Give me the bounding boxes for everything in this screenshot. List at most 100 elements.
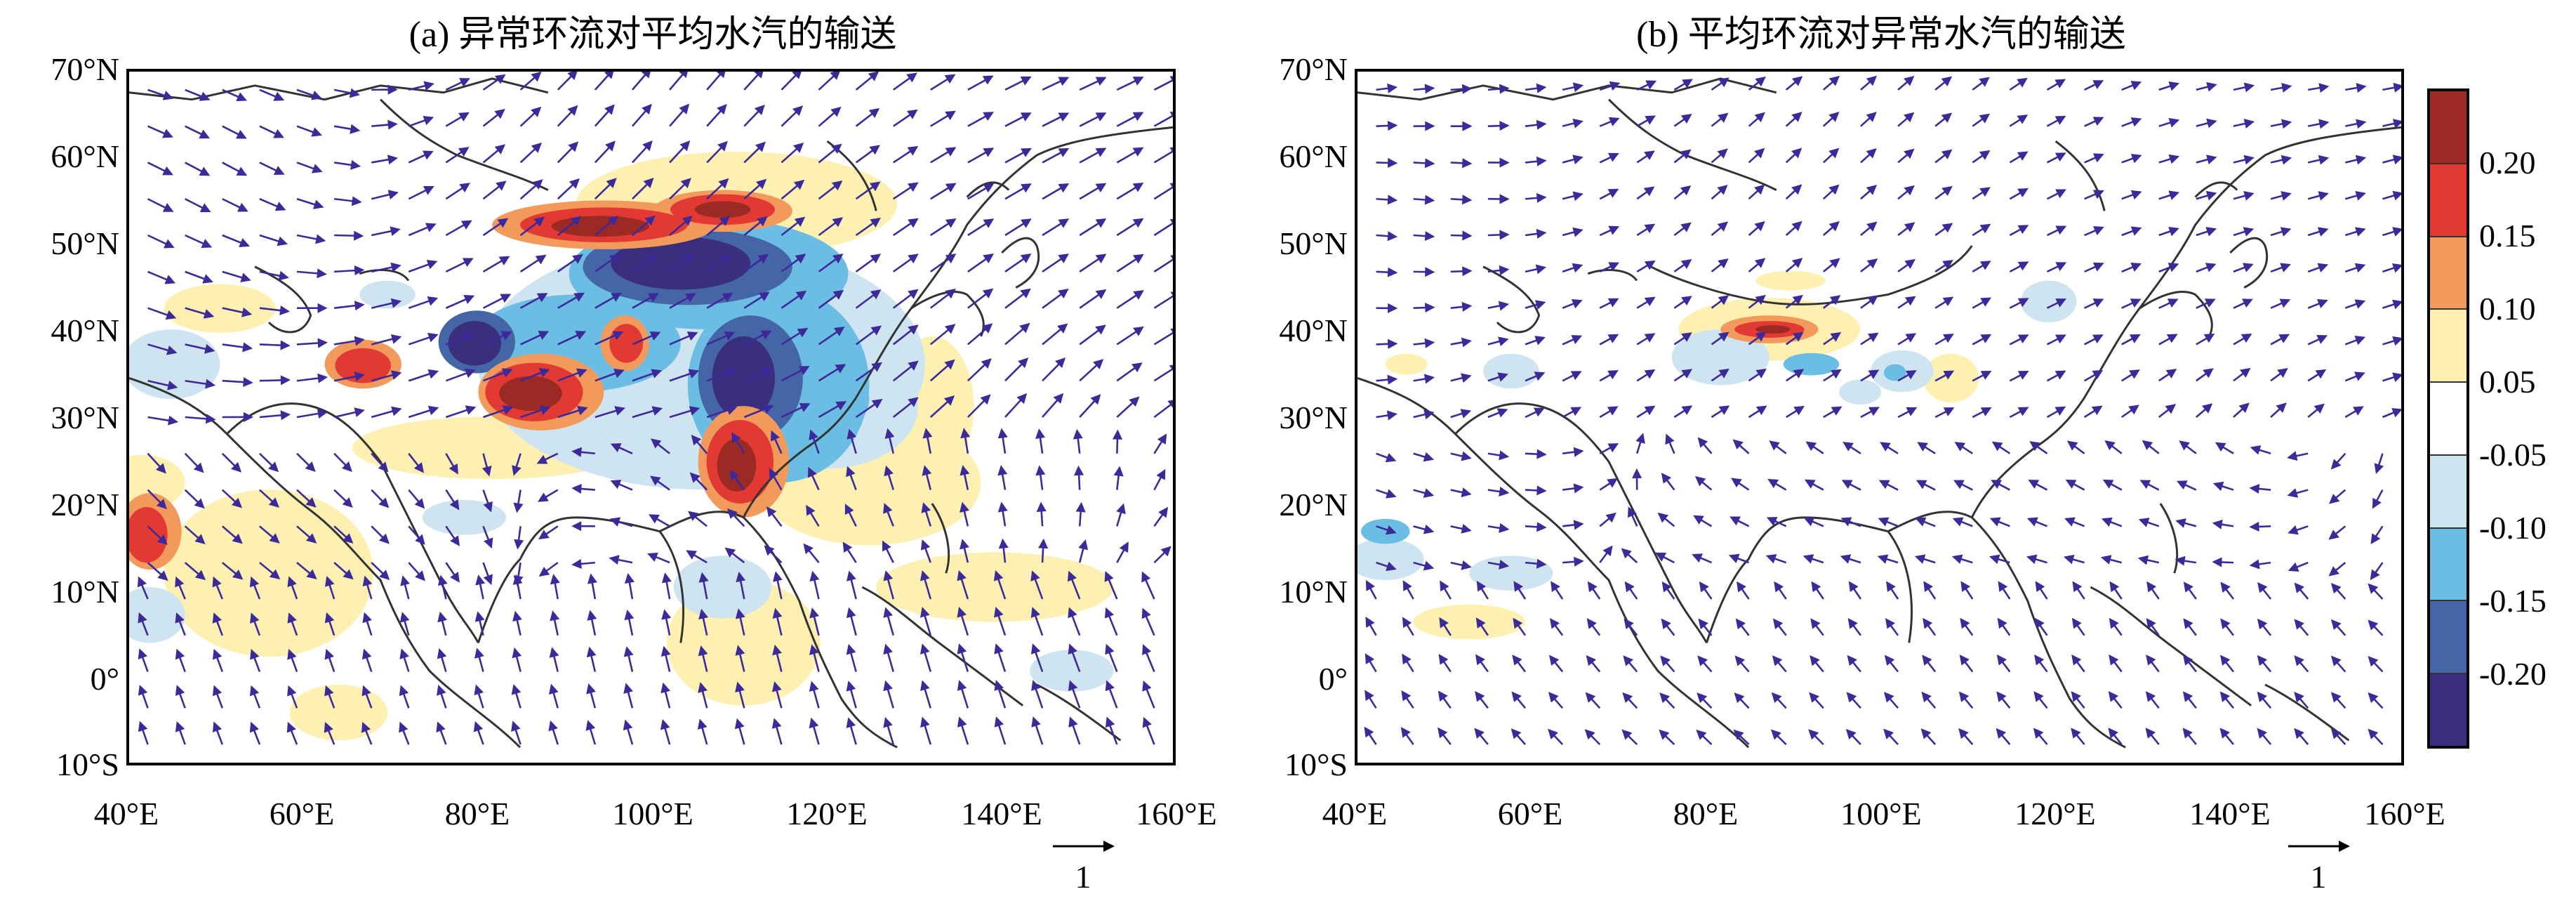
wind-vector-head xyxy=(1365,579,1375,591)
colorbar-label: -0.05 xyxy=(2479,437,2547,473)
wind-vector-head xyxy=(735,608,745,619)
panel-a-lat-label: 30°N xyxy=(51,400,119,435)
wind-vector-head xyxy=(2243,227,2255,237)
wind-vector-head xyxy=(1660,655,1671,666)
wind-vector-head xyxy=(2250,445,2262,455)
wind-vector-head xyxy=(1402,580,1412,591)
wind-vector-head xyxy=(2243,154,2255,165)
panel-b-lon-label: 140°E xyxy=(2189,796,2271,831)
wind-vector-head xyxy=(342,497,353,508)
wind-vector-head xyxy=(1402,653,1412,665)
wind-vector-head xyxy=(2071,728,2081,739)
wind-vector-head xyxy=(1916,480,1927,489)
wind-vector-head xyxy=(648,293,659,303)
wind-vector-head xyxy=(1906,407,1918,416)
wind-vector-head xyxy=(1438,654,1449,665)
wind-vector-head xyxy=(2294,582,2305,593)
wind-vector-head xyxy=(609,517,621,527)
wind-vector-head xyxy=(1717,148,1728,159)
wind-vector-head xyxy=(1680,259,1692,269)
wind-vector-head xyxy=(494,144,506,154)
wind-vector-head xyxy=(2182,728,2193,739)
wind-vector-head xyxy=(1476,580,1487,592)
wind-vector-head xyxy=(2243,263,2254,272)
wind-vector-head xyxy=(698,682,708,693)
wind-vector-head xyxy=(994,716,1004,728)
wind-vector-head xyxy=(2165,404,2177,414)
wind-vector-head xyxy=(1791,76,1803,86)
wind-vector-head xyxy=(1644,296,1656,307)
wind-vector-head xyxy=(1057,323,1068,334)
wind-vector-head xyxy=(2168,154,2180,164)
wind-vector-head xyxy=(138,721,148,732)
panel-b-reference-label: 1 xyxy=(2310,859,2327,895)
wind-vector-head xyxy=(623,683,633,694)
wind-vector-head xyxy=(1608,117,1620,126)
wind-vector-head xyxy=(1424,338,1435,348)
wind-vector-head xyxy=(569,178,580,189)
wind-vector-head xyxy=(1570,371,1582,381)
wind-vector-head xyxy=(623,646,634,657)
wind-vector-head xyxy=(567,72,578,81)
wind-vector-head xyxy=(1681,332,1692,342)
wind-vector-head xyxy=(249,685,260,697)
wind-vector-head xyxy=(1657,512,1669,523)
wind-vector-head xyxy=(792,143,804,153)
wind-vector-head xyxy=(2287,451,2298,461)
wind-vector-head xyxy=(1095,289,1107,299)
colorbar-segment xyxy=(2430,237,2467,310)
wind-vector-head xyxy=(484,537,493,549)
wind-vector-head xyxy=(2092,80,2104,89)
wind-vector-head xyxy=(1058,218,1070,228)
wind-vector-head xyxy=(2391,408,2401,418)
wind-vector-head xyxy=(2066,440,2078,451)
wind-vector-head xyxy=(809,570,820,582)
wind-vector-head xyxy=(2176,480,2188,490)
wind-vector-head xyxy=(1423,525,1435,534)
wind-vector-head xyxy=(354,371,365,382)
wind-vector-head xyxy=(1607,152,1619,162)
wind-vector-head xyxy=(1989,554,2000,565)
wind-vector-head xyxy=(361,648,372,660)
wind-vector-head xyxy=(1697,692,1708,704)
wind-vector-head xyxy=(2142,440,2153,450)
wind-vector-head xyxy=(1803,517,1815,527)
wind-vector-head xyxy=(2026,554,2038,565)
wind-vector-head xyxy=(1765,554,1777,564)
wind-vector-head xyxy=(138,685,148,696)
wind-vector-head xyxy=(2243,119,2255,129)
wind-vector-head xyxy=(1129,396,1140,407)
wind-vector-head xyxy=(994,607,1004,618)
wind-vector-head xyxy=(2257,618,2268,630)
wind-vector-head xyxy=(279,305,291,316)
wind-vector-head xyxy=(1697,437,1708,448)
wind-vector-head xyxy=(2368,583,2379,594)
wind-vector-head xyxy=(1791,184,1802,195)
wind-vector-head xyxy=(2183,581,2193,593)
wind-vector-head xyxy=(2279,298,2291,308)
wind-vector-head xyxy=(162,166,173,176)
wind-vector-head xyxy=(280,375,291,386)
wind-vector-head xyxy=(1998,581,2008,592)
wind-vector-head xyxy=(2092,334,2104,344)
wind-vector-head xyxy=(437,611,448,623)
wind-vector-head xyxy=(809,717,819,729)
wind-vector-head xyxy=(2168,226,2179,237)
panel-b-lat-label: 0° xyxy=(1318,661,1348,697)
wind-vector-head xyxy=(202,274,213,284)
wind-vector-head xyxy=(379,570,390,581)
wind-vector-head xyxy=(1499,121,1510,131)
wind-vector-head xyxy=(2109,617,2119,629)
wind-vector-head xyxy=(698,645,708,657)
wind-vector-head xyxy=(1424,231,1435,242)
wind-vector-head xyxy=(324,721,333,733)
wind-vector-head xyxy=(2054,370,2066,380)
wind-vector-head xyxy=(1883,692,1894,703)
wind-vector-head xyxy=(722,292,733,303)
wind-vector xyxy=(1153,402,1173,419)
wind-vector-head xyxy=(1587,581,1598,593)
wind-vector-head xyxy=(494,109,505,119)
wind-vector-head xyxy=(1536,485,1547,496)
wind-vector-head xyxy=(1131,362,1143,373)
wind-vector-head xyxy=(2146,581,2157,593)
